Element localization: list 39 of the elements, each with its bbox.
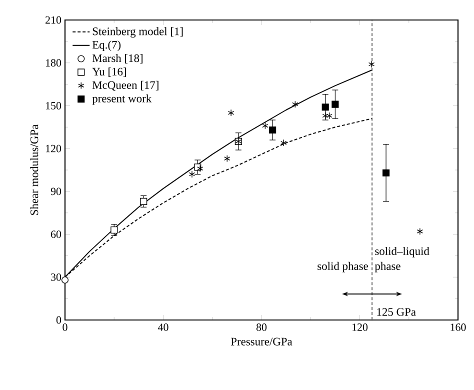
- legend-label: Marsh [18]: [92, 54, 142, 64]
- point: [110, 226, 118, 234]
- legend-label: present work: [92, 94, 152, 105]
- point: [61, 276, 69, 284]
- point: [188, 170, 196, 178]
- point: [416, 228, 424, 235]
- point: [280, 139, 287, 146]
- x-tick-label: 160: [450, 324, 466, 331]
- point: [269, 126, 276, 134]
- legend-label: Eq.(7): [92, 40, 121, 51]
- y-tick-label: 120: [46, 144, 62, 152]
- point: [322, 104, 329, 111]
- legend-label: McQueen [17]: [92, 80, 158, 91]
- x-tick-label: 40: [158, 324, 168, 331]
- point: [140, 198, 148, 205]
- x-axis-title: Pressure/GPa: [230, 338, 292, 346]
- ref-line-label: 125 GPa: [377, 308, 416, 316]
- point: [332, 100, 339, 108]
- annotation: solid phase: [318, 262, 368, 272]
- legend-label: Steinberg model [1]: [92, 27, 183, 38]
- point: [382, 169, 390, 176]
- y-tick-label: 60: [50, 230, 62, 238]
- x-tick-label: 120: [352, 324, 368, 331]
- y-tick-label: 210: [46, 16, 62, 24]
- point: [326, 112, 332, 120]
- y-axis-title: Shear modulus/GPa: [30, 124, 38, 215]
- y-tick-label: 30: [51, 273, 62, 281]
- x-tick-label: 0: [62, 324, 68, 331]
- y-tick-label: 0: [56, 316, 62, 324]
- x-tick-label: 80: [256, 324, 267, 331]
- point: [262, 122, 268, 130]
- annotation: solid–liquid phase: [374, 246, 430, 272]
- legend-label: Yu [16]: [92, 67, 126, 77]
- point: [228, 109, 234, 116]
- point: [292, 100, 298, 108]
- y-tick-label: 180: [46, 59, 62, 67]
- y-tick-label: 150: [46, 102, 62, 110]
- y-tick-label: 90: [50, 188, 62, 196]
- point: [224, 155, 230, 162]
